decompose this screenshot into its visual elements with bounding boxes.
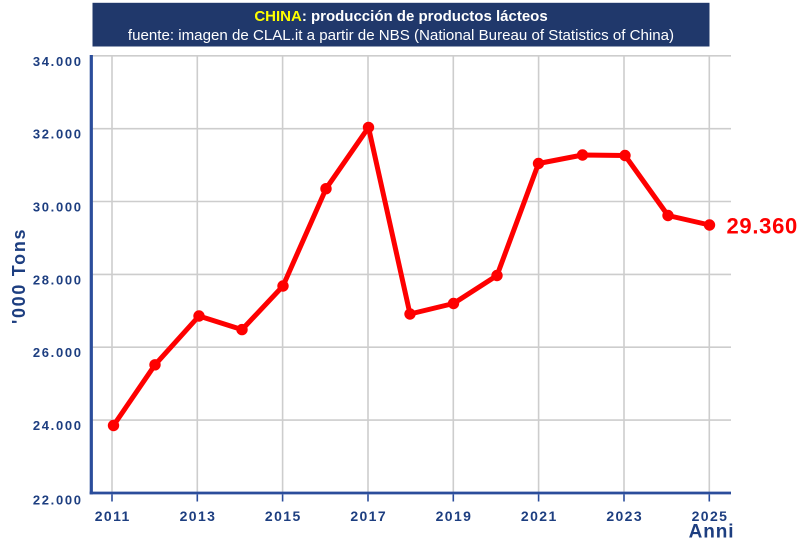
svg-text:29.360: 29.360 xyxy=(727,214,799,239)
svg-text:Anni: Anni xyxy=(689,522,735,543)
svg-text:2021: 2021 xyxy=(521,508,558,524)
svg-text:2011: 2011 xyxy=(95,508,131,524)
svg-text:22.000: 22.000 xyxy=(33,493,83,508)
svg-text:26.000: 26.000 xyxy=(33,345,83,360)
svg-text:28.000: 28.000 xyxy=(33,272,83,287)
svg-text:24.000: 24.000 xyxy=(33,418,83,433)
svg-text:CHINA: producción de productos: CHINA: producción de productos lácteos xyxy=(254,8,547,25)
svg-text:2025: 2025 xyxy=(692,508,729,524)
svg-text:'000 Tons: '000 Tons xyxy=(9,228,29,324)
svg-text:2017: 2017 xyxy=(350,508,387,524)
svg-text:34.000: 34.000 xyxy=(33,54,83,69)
svg-text:32.000: 32.000 xyxy=(33,127,83,142)
svg-text:2013: 2013 xyxy=(180,508,217,524)
svg-text:fuente: imagen de CLAL.it a pa: fuente: imagen de CLAL.it a partir de NB… xyxy=(128,27,674,44)
svg-text:30.000: 30.000 xyxy=(33,200,83,215)
svg-text:2015: 2015 xyxy=(265,508,302,524)
svg-text:2019: 2019 xyxy=(436,508,473,524)
svg-text:2023: 2023 xyxy=(606,508,643,524)
